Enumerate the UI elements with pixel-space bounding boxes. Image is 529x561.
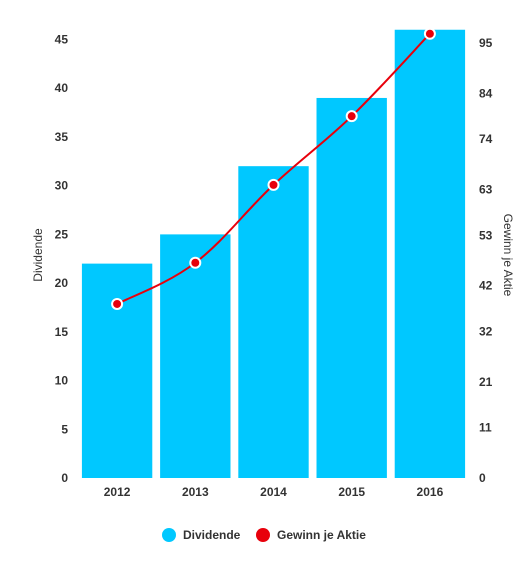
legend: Dividende Gewinn je Aktie [162,528,366,542]
right-tick-label: 32 [479,324,493,338]
x-axis-ticks: 2012 2013 2014 2015 2016 [104,485,444,499]
bar-2016[interactable] [394,29,466,478]
right-axis-title: Gewinn je Aktie [501,214,515,297]
left-axis-title: Dividende [31,228,45,282]
legend-marker-gewinn-je-aktie [256,528,270,542]
point-2016[interactable] [423,27,436,40]
left-tick-label: 25 [55,227,69,241]
legend-label-gewinn-je-aktie: Gewinn je Aktie [277,528,366,542]
right-tick-label: 53 [479,228,493,242]
bar-2013[interactable] [160,234,231,478]
left-tick-label: 45 [55,32,69,46]
x-tick-label-2012: 2012 [104,485,131,499]
bars-layer [81,29,466,478]
left-axis-ticks: 0 5 10 15 20 25 30 35 40 45 [55,32,69,485]
right-tick-label: 42 [479,279,493,293]
left-tick-label: 0 [61,471,68,485]
right-tick-label: 21 [479,375,493,389]
left-tick-label: 5 [61,422,68,436]
legend-label-dividende: Dividende [183,528,241,542]
point-2015[interactable] [345,110,358,123]
left-tick-label: 15 [55,325,69,339]
right-tick-label: 95 [479,36,493,50]
right-tick-label: 84 [479,86,493,100]
point-2012[interactable] [111,297,124,310]
point-2013[interactable] [189,256,202,269]
left-tick-label: 40 [55,81,69,95]
bar-2014[interactable] [238,166,309,478]
right-axis-ticks: 0 11 21 32 42 53 63 74 84 95 [479,36,493,485]
x-tick-label-2015: 2015 [338,485,365,499]
point-2014[interactable] [267,178,280,191]
legend-marker-dividende [162,528,176,542]
right-tick-label: 0 [479,471,486,485]
right-tick-label: 11 [479,421,492,435]
legend-item-gewinn-je-aktie[interactable]: Gewinn je Aktie [256,528,366,542]
x-tick-label-2014: 2014 [260,485,287,499]
right-tick-label: 63 [479,182,493,196]
bar-2012[interactable] [81,263,153,478]
bar-2015[interactable] [316,97,387,478]
left-tick-label: 35 [55,130,69,144]
right-tick-label: 74 [479,132,493,146]
left-tick-label: 20 [55,276,69,290]
left-tick-label: 30 [55,179,69,193]
x-tick-label-2016: 2016 [417,485,444,499]
line-layer [111,27,436,310]
left-tick-label: 10 [55,374,69,388]
x-tick-label-2013: 2013 [182,485,209,499]
legend-item-dividende[interactable]: Dividende [162,528,241,542]
